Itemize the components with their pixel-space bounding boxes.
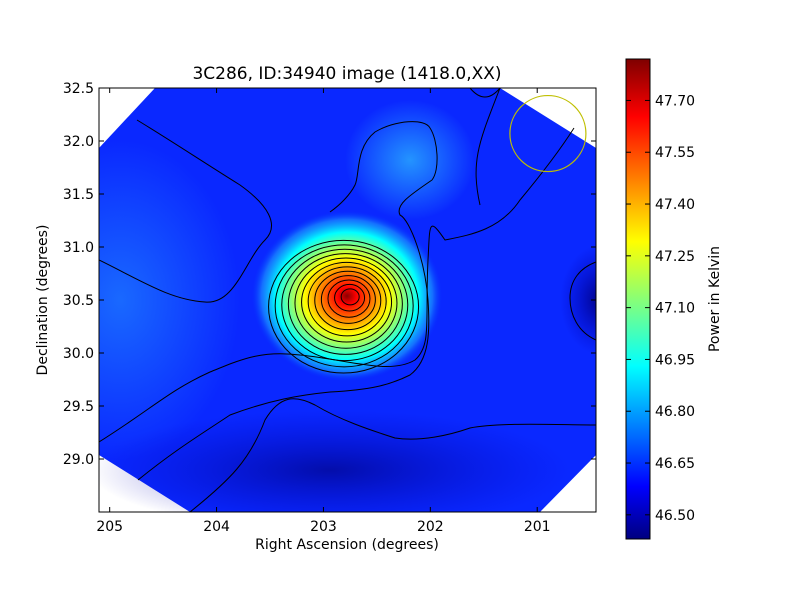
y-tick-label: 32.0 xyxy=(63,134,94,150)
dark-south xyxy=(99,410,570,512)
contour-mid xyxy=(99,127,575,443)
colorbar-tick-label: 47.40 xyxy=(655,197,695,213)
y-tick-label: 30.0 xyxy=(63,346,94,362)
colorbar-tick-label: 46.65 xyxy=(655,456,695,472)
contour-northeast-2 xyxy=(475,88,501,206)
glow-secondary xyxy=(345,100,475,220)
y-tick-label: 31.5 xyxy=(63,187,94,203)
peak-contour-ring xyxy=(307,266,387,337)
peak-contour-ring xyxy=(334,283,366,312)
peak-contour-ring xyxy=(287,253,403,355)
contour-lobe xyxy=(137,121,438,481)
colorbar-label: Power in Kelvin xyxy=(707,246,723,352)
contour-northeast xyxy=(469,88,501,98)
y-tick-label: 31.0 xyxy=(63,240,94,256)
contour-south xyxy=(189,398,596,512)
colorbar-tick-label: 47.10 xyxy=(655,301,695,317)
contour-lines xyxy=(99,88,596,512)
x-tick-label: 203 xyxy=(310,519,337,535)
contour-east xyxy=(569,261,596,341)
peak-contour-ring xyxy=(294,257,398,349)
colorbar-tick-label: 47.55 xyxy=(655,145,695,161)
colorbar-tick-label: 46.50 xyxy=(655,508,695,524)
colorbar-tick-label: 46.95 xyxy=(655,352,695,368)
peak-contour-ring xyxy=(281,248,409,362)
colorbar-tick-label: 46.80 xyxy=(655,404,695,420)
y-axis-label: Declination (degrees) xyxy=(35,225,51,376)
y-tick-label: 30.5 xyxy=(63,293,94,309)
beam-circle xyxy=(509,94,587,173)
colorbar-tick-label: 47.70 xyxy=(655,93,695,109)
contour-west xyxy=(99,119,272,303)
peak-contour-ring xyxy=(340,288,360,306)
y-tick-label: 29.5 xyxy=(63,399,94,415)
y-axis: 29.0 29.5 30.0 30.5 31.0 31.5 32.0 32.5 xyxy=(63,81,596,468)
colorbar-tick-label: 47.25 xyxy=(655,249,695,265)
dark-east xyxy=(560,245,596,355)
x-tick-label: 202 xyxy=(417,519,444,535)
x-tick-label: 205 xyxy=(96,519,123,535)
x-axis: 205 204 203 202 201 xyxy=(96,88,551,535)
x-axis-label: Right Ascension (degrees) xyxy=(255,537,439,553)
peak-contour-ring xyxy=(314,270,382,331)
colorbar-ticks: 46.50 46.65 46.80 46.95 47.10 47.25 47.40 47.55… xyxy=(626,93,695,524)
peak-contour-ring xyxy=(320,275,376,324)
heatmap-image xyxy=(99,88,596,512)
x-tick-label: 201 xyxy=(524,519,551,535)
glow-west xyxy=(99,140,240,460)
peak-contours xyxy=(268,239,420,374)
y-tick-label: 32.5 xyxy=(63,81,94,97)
colorbar xyxy=(625,58,651,540)
peak-contour-ring xyxy=(274,244,414,368)
peak-contour-ring xyxy=(301,261,393,343)
y-tick-label: 29.0 xyxy=(63,452,94,468)
chart-title: 3C286, ID:34940 image (1418.0,XX) xyxy=(192,64,501,84)
peak-contour-ring xyxy=(268,239,420,374)
peak-contour-ring xyxy=(327,279,371,318)
x-tick-label: 204 xyxy=(203,519,230,535)
